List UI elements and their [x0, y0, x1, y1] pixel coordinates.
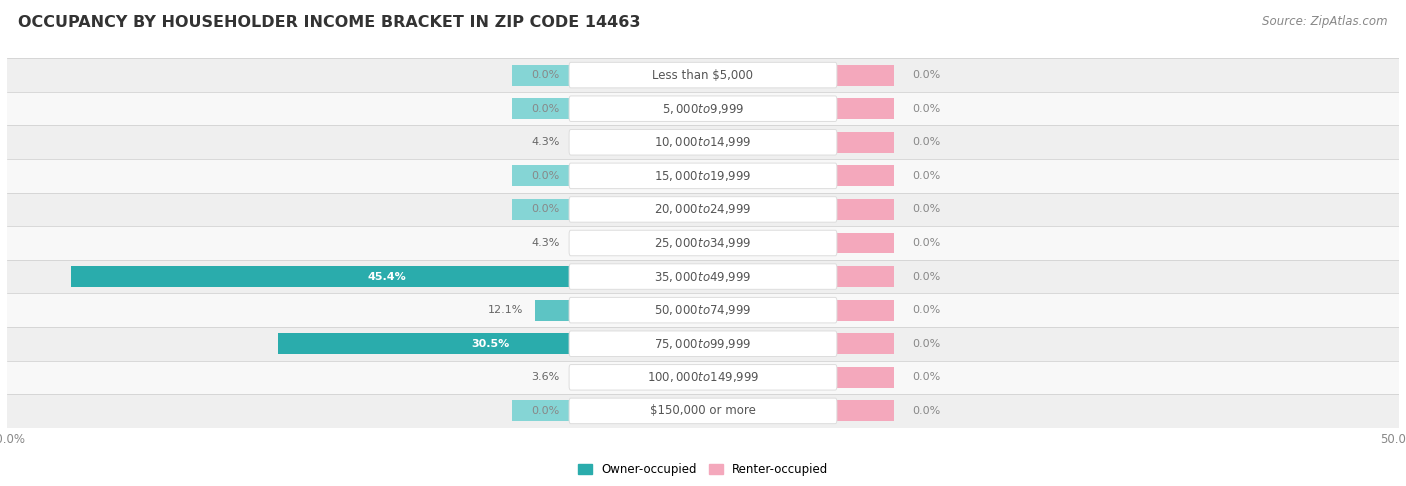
Text: 4.3%: 4.3%	[531, 137, 560, 147]
Bar	[7, 294, 1399, 327]
Text: 0.0%: 0.0%	[531, 205, 560, 214]
Bar	[831, 400, 894, 421]
Bar	[72, 266, 703, 287]
Text: $5,000 to $9,999: $5,000 to $9,999	[662, 102, 744, 116]
Text: $150,000 or more: $150,000 or more	[650, 404, 756, 417]
Bar	[512, 165, 575, 186]
Bar	[278, 333, 703, 354]
Text: 45.4%: 45.4%	[367, 272, 406, 281]
Text: $25,000 to $34,999: $25,000 to $34,999	[654, 236, 752, 250]
Text: 0.0%: 0.0%	[912, 339, 941, 349]
Bar	[831, 165, 894, 186]
Text: 0.0%: 0.0%	[912, 272, 941, 281]
Text: 12.1%: 12.1%	[488, 305, 523, 315]
FancyBboxPatch shape	[569, 297, 837, 323]
Text: $100,000 to $149,999: $100,000 to $149,999	[647, 370, 759, 384]
Bar	[7, 361, 1399, 394]
Bar	[7, 226, 1399, 260]
Bar	[7, 192, 1399, 226]
Bar	[643, 233, 703, 253]
Bar	[7, 260, 1399, 294]
Text: $75,000 to $99,999: $75,000 to $99,999	[654, 337, 752, 351]
Text: 0.0%: 0.0%	[912, 104, 941, 114]
Bar	[534, 300, 703, 321]
Text: 3.6%: 3.6%	[531, 372, 560, 382]
FancyBboxPatch shape	[569, 163, 837, 189]
Bar	[831, 98, 894, 119]
Bar	[831, 132, 894, 153]
FancyBboxPatch shape	[569, 197, 837, 222]
Bar	[831, 300, 894, 321]
Bar	[831, 65, 894, 86]
FancyBboxPatch shape	[569, 398, 837, 424]
Text: 4.3%: 4.3%	[531, 238, 560, 248]
Text: 0.0%: 0.0%	[912, 171, 941, 181]
FancyBboxPatch shape	[569, 264, 837, 289]
Bar	[7, 58, 1399, 92]
Bar	[512, 65, 575, 86]
Bar	[643, 132, 703, 153]
Text: 0.0%: 0.0%	[912, 137, 941, 147]
Bar	[7, 92, 1399, 125]
Text: 0.0%: 0.0%	[912, 305, 941, 315]
Bar	[512, 400, 575, 421]
Text: 0.0%: 0.0%	[531, 104, 560, 114]
Bar	[512, 199, 575, 220]
Bar	[831, 199, 894, 220]
FancyBboxPatch shape	[569, 364, 837, 390]
Text: 0.0%: 0.0%	[912, 238, 941, 248]
Text: $50,000 to $74,999: $50,000 to $74,999	[654, 303, 752, 317]
Legend: Owner-occupied, Renter-occupied: Owner-occupied, Renter-occupied	[572, 458, 834, 481]
Text: 0.0%: 0.0%	[912, 372, 941, 382]
Text: $15,000 to $19,999: $15,000 to $19,999	[654, 169, 752, 183]
Bar	[7, 125, 1399, 159]
Text: OCCUPANCY BY HOUSEHOLDER INCOME BRACKET IN ZIP CODE 14463: OCCUPANCY BY HOUSEHOLDER INCOME BRACKET …	[18, 15, 641, 30]
Text: $35,000 to $49,999: $35,000 to $49,999	[654, 270, 752, 283]
FancyBboxPatch shape	[569, 230, 837, 256]
Text: 0.0%: 0.0%	[912, 406, 941, 416]
Text: Less than $5,000: Less than $5,000	[652, 69, 754, 82]
Bar	[7, 159, 1399, 192]
Text: $10,000 to $14,999: $10,000 to $14,999	[654, 135, 752, 149]
Bar	[831, 266, 894, 287]
Bar	[831, 367, 894, 388]
FancyBboxPatch shape	[569, 62, 837, 88]
Bar	[831, 233, 894, 253]
FancyBboxPatch shape	[569, 96, 837, 122]
Text: $20,000 to $24,999: $20,000 to $24,999	[654, 203, 752, 216]
Bar	[7, 394, 1399, 428]
Bar	[652, 367, 703, 388]
Text: 0.0%: 0.0%	[912, 70, 941, 80]
Text: 0.0%: 0.0%	[912, 205, 941, 214]
Text: 0.0%: 0.0%	[531, 171, 560, 181]
Text: 0.0%: 0.0%	[531, 406, 560, 416]
Bar	[512, 98, 575, 119]
FancyBboxPatch shape	[569, 331, 837, 357]
Text: 30.5%: 30.5%	[471, 339, 510, 349]
Bar	[831, 333, 894, 354]
Text: Source: ZipAtlas.com: Source: ZipAtlas.com	[1263, 15, 1388, 28]
Bar	[7, 327, 1399, 361]
FancyBboxPatch shape	[569, 129, 837, 155]
Text: 0.0%: 0.0%	[531, 70, 560, 80]
